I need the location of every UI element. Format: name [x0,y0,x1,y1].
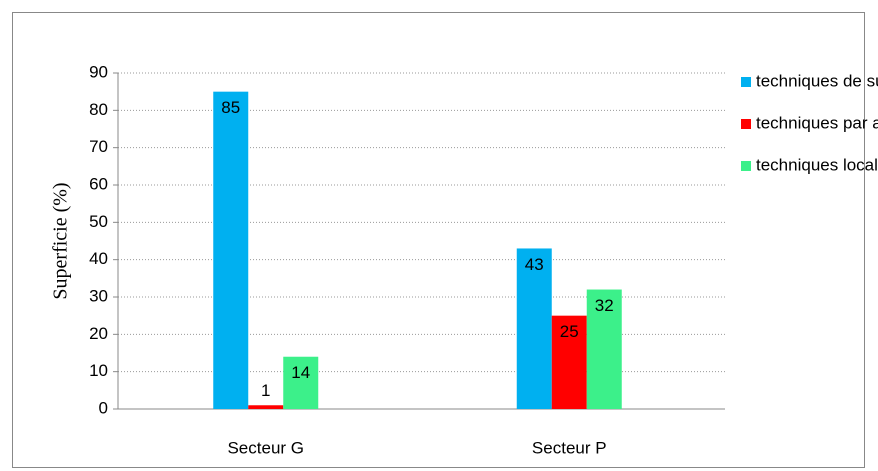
y-tick-label: 40 [89,249,108,268]
bar [248,405,284,409]
y-tick-label: 30 [89,286,108,305]
x-tick-label: Secteur G [227,438,304,457]
y-tick-label: 50 [89,212,108,231]
data-label: 25 [560,322,579,341]
y-axis-label: Superficie (%) [50,182,72,299]
legend-swatch [741,119,751,129]
bar [586,289,622,409]
legend-label: techniques par aspersion [756,113,878,132]
legend-label: techniques de surface [756,71,878,90]
bar [213,91,249,410]
bar [283,356,319,409]
data-label: 32 [595,296,614,315]
legend-swatch [741,161,751,171]
data-label: 14 [291,363,310,382]
y-tick-label: 80 [89,100,108,119]
y-tick-label: 20 [89,324,108,343]
legend-label: techniques localisée [756,155,878,174]
y-tick-label: 10 [89,361,108,380]
data-label: 1 [261,381,270,400]
legend-swatch [741,77,751,87]
data-label: 43 [525,255,544,274]
y-tick-label: 70 [89,137,108,156]
bar [551,315,587,409]
x-tick-label: Secteur P [532,438,607,457]
data-label: 85 [221,98,240,117]
y-tick-label: 60 [89,174,108,193]
chart-border [12,12,865,468]
y-tick-label: 90 [89,62,108,81]
y-tick-label: 0 [99,398,108,417]
bar [516,248,552,409]
